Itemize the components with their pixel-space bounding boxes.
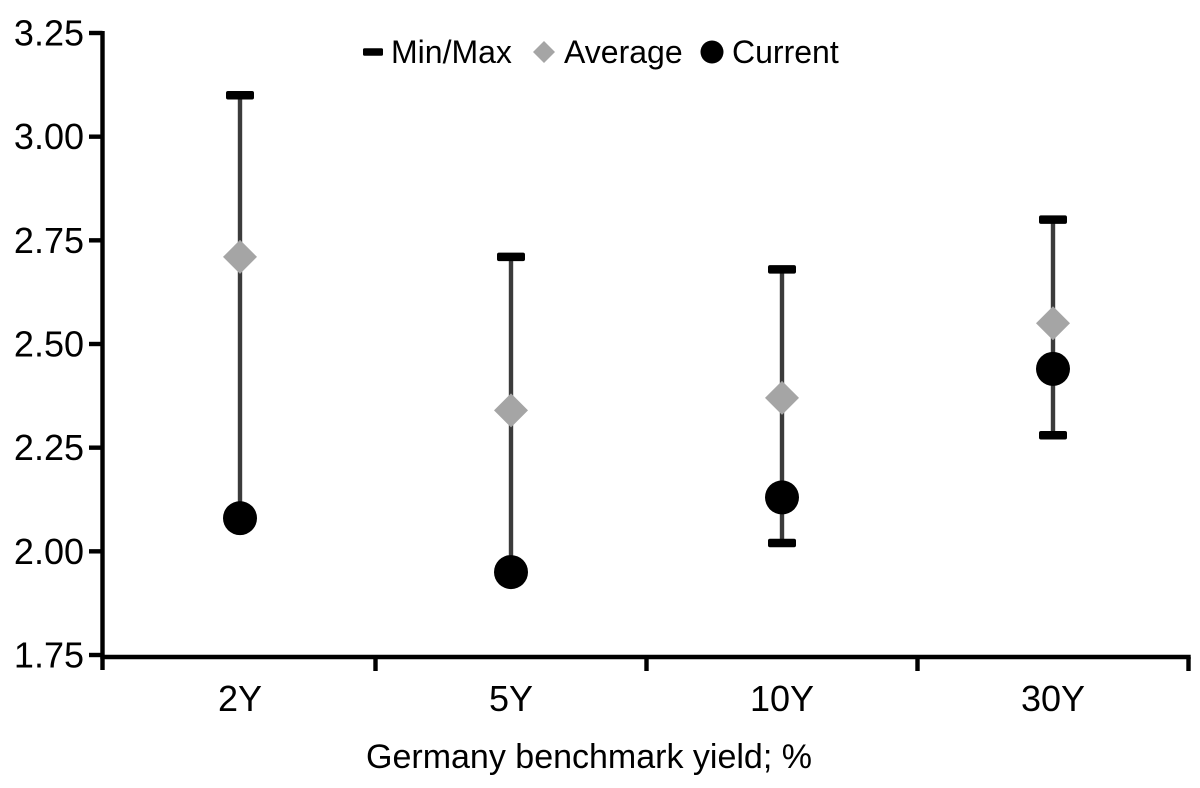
average-marker [765, 380, 799, 415]
min-cap [768, 538, 796, 548]
current-marker [1036, 351, 1070, 386]
y-tick-label: 3.00 [14, 116, 84, 157]
legend-minmax-dash-icon [363, 48, 383, 56]
legend: Min/Max Average Current [363, 34, 839, 70]
max-cap [768, 265, 796, 274]
y-tick-label: 1.75 [14, 635, 84, 676]
y-axis: 3.25 3.00 2.75 2.50 2.25 2.00 1.75 [14, 13, 105, 676]
series-layer [223, 90, 1070, 590]
legend-label: Current [732, 34, 839, 70]
legend-current-circle-icon [700, 40, 724, 64]
x-category-label: 10Y [750, 678, 814, 719]
y-tick-label: 2.75 [14, 220, 84, 261]
average-marker [494, 393, 528, 428]
y-tick-label: 3.25 [14, 13, 84, 54]
min-cap [1039, 430, 1067, 440]
current-marker [494, 555, 528, 590]
max-cap [1039, 215, 1067, 224]
x-axis: 2Y 5Y 10Y 30Y [100, 654, 1191, 719]
y-tick-label: 2.25 [14, 427, 84, 468]
y-tick-label: 2.00 [14, 531, 84, 572]
average-marker [1036, 306, 1070, 341]
x-category-label: 30Y [1021, 678, 1085, 719]
legend-label: Min/Max [391, 34, 512, 70]
legend-label: Average [564, 34, 683, 70]
average-marker [223, 239, 257, 274]
current-marker [765, 480, 799, 515]
current-marker [223, 501, 257, 536]
max-cap [497, 252, 525, 262]
x-axis-title: Germany benchmark yield; % [366, 738, 812, 776]
legend-average-diamond-icon [533, 41, 555, 63]
max-cap [226, 90, 254, 100]
x-category-label: 5Y [489, 678, 533, 719]
x-category-label: 2Y [218, 678, 262, 719]
y-tick-label: 2.50 [14, 324, 84, 365]
